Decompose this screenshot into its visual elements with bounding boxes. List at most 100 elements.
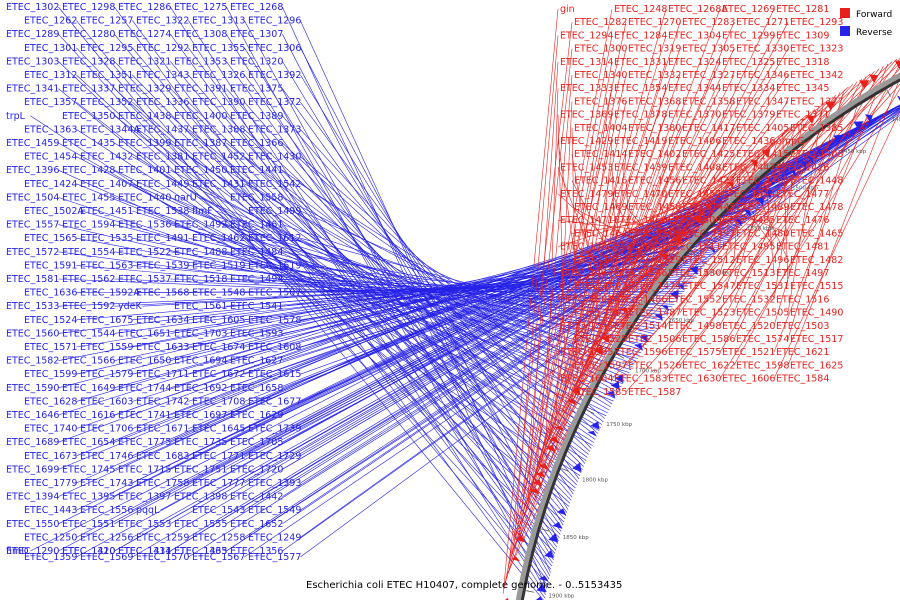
gene-label[interactable]: ETEC_1711 bbox=[136, 369, 189, 380]
gene-label[interactable]: ETEC_1587 bbox=[628, 387, 681, 398]
gene-label[interactable]: ETEC_1407 bbox=[80, 179, 133, 190]
gene-label[interactable]: ETEC_1402 bbox=[628, 149, 681, 160]
gene-label[interactable]: ETEC_1498 bbox=[668, 321, 721, 332]
gene-label[interactable]: ETEC_1394 bbox=[6, 492, 59, 503]
gene-label[interactable]: ETEC_1503 bbox=[776, 321, 829, 332]
gene-label[interactable]: ETEC_1457 bbox=[668, 189, 721, 200]
gene-label[interactable]: ETEC_1455 bbox=[62, 192, 115, 203]
gene-label[interactable]: ETEC_1629 bbox=[230, 410, 283, 421]
gene-label[interactable]: ETEC_1334 bbox=[722, 83, 775, 94]
gene-label[interactable]: ETEC_1539 bbox=[136, 260, 189, 271]
gene-label[interactable]: ETEC_1461 bbox=[230, 220, 283, 231]
gene-label[interactable]: ETEC_1313 bbox=[192, 16, 245, 27]
gene-label[interactable]: ETEC_1320 bbox=[230, 56, 283, 67]
gene-label[interactable]: ETEC_1404 bbox=[574, 123, 627, 134]
gene-labels[interactable]: ETEC_1302 ETEC_1298 ETEC_1286 ETEC_1275 ETEC… bbox=[6, 2, 843, 563]
gene-label[interactable]: ETEC_1561 bbox=[174, 301, 227, 312]
gene-label[interactable]: ETEC_1677 bbox=[248, 396, 301, 407]
gene-label[interactable]: ETEC_1645 bbox=[192, 424, 245, 435]
gene-label[interactable]: ETEC_1440 bbox=[118, 192, 171, 203]
gene-label[interactable]: ETEC_1556 bbox=[80, 505, 133, 516]
gene-label[interactable]: ETEC_1544 bbox=[62, 328, 115, 339]
gene-label[interactable]: ETEC_1541 bbox=[230, 301, 283, 312]
gene-label[interactable]: ETEC_1310 bbox=[62, 546, 115, 557]
gene-label[interactable]: ETEC_1280 bbox=[62, 29, 115, 40]
gene-label[interactable]: ETEC_1592A bbox=[80, 288, 140, 299]
gene-label[interactable]: ETEC_1447 bbox=[722, 162, 775, 173]
gene-label[interactable]: ETEC_1434 bbox=[118, 546, 171, 557]
gene-label[interactable]: ETEC_1621 bbox=[776, 347, 829, 358]
gene-label[interactable]: ETEC_1342 bbox=[790, 70, 843, 81]
gene-label[interactable]: ETEC_1542 bbox=[248, 179, 301, 190]
gene-label[interactable]: ETEC_1591 bbox=[24, 260, 77, 271]
gene-label[interactable]: ETEC_1586 bbox=[682, 334, 735, 345]
gene-label[interactable]: ETEC_1746 bbox=[80, 451, 133, 462]
gene-label[interactable]: ETEC_1502A bbox=[24, 206, 84, 217]
gene-label[interactable]: ETEC_1319 bbox=[628, 44, 681, 55]
gene-label[interactable]: ETEC_1295 bbox=[80, 43, 133, 54]
gene-label[interactable]: ETEC_1249 bbox=[248, 532, 301, 543]
gene-label[interactable]: ETEC_1460 bbox=[614, 215, 667, 226]
gene-label[interactable]: ETEC_1438 bbox=[118, 111, 171, 122]
gene-label[interactable]: ETEC_1512 bbox=[682, 255, 735, 266]
gene-label[interactable]: ETEC_1256 bbox=[80, 532, 133, 543]
gene-label[interactable]: ETEC_1344A bbox=[80, 124, 140, 135]
gene-label[interactable]: ETEC_1333 bbox=[560, 83, 613, 94]
gene-label[interactable]: ETEC_1636 bbox=[24, 288, 77, 299]
gene-label[interactable]: ETEC_1325 bbox=[722, 57, 775, 68]
gene-label[interactable]: ETEC_1393 bbox=[248, 478, 301, 489]
gene-label[interactable]: ETEC_1555 bbox=[174, 519, 227, 530]
gene-label[interactable]: ETEC_1500 bbox=[668, 215, 721, 226]
gene-label[interactable]: ETEC_1358 bbox=[682, 96, 735, 107]
gene-label[interactable]: ETEC_1353 bbox=[174, 56, 227, 67]
gene-label[interactable]: ETEC_1575 bbox=[668, 347, 721, 358]
gene-label[interactable]: ETEC_1379 bbox=[722, 110, 775, 121]
gene-label[interactable]: ETEC_1777 bbox=[192, 478, 245, 489]
gene-label[interactable]: ETEC_1448 bbox=[790, 176, 843, 187]
gene-label[interactable]: ETEC_1522 bbox=[118, 247, 171, 258]
gene-label[interactable]: ETEC_1675 bbox=[80, 315, 133, 326]
gene-label[interactable]: ETEC_1257 bbox=[80, 16, 133, 27]
gene-label[interactable]: ETEC_1259 bbox=[136, 532, 189, 543]
gene-label[interactable]: ETEC_1558 bbox=[230, 192, 283, 203]
gene-label[interactable]: ETEC_1248 bbox=[614, 4, 667, 15]
gene-label[interactable]: ETEC_1395 bbox=[62, 492, 115, 503]
gene-label[interactable]: ETEC_1314 bbox=[560, 57, 613, 68]
gene-label[interactable]: ETEC_1483 bbox=[574, 281, 627, 292]
gene-label[interactable]: ETEC_1332 bbox=[628, 70, 681, 81]
gene-label[interactable]: ETEC_1350 bbox=[62, 111, 115, 122]
gene-label[interactable]: ETEC_1376 bbox=[574, 96, 627, 107]
gene-label[interactable]: ETEC_1308 bbox=[174, 29, 227, 40]
gene-label[interactable]: ETEC_1309 bbox=[776, 30, 829, 41]
gene-label[interactable]: ETEC_1532 bbox=[722, 294, 775, 305]
gene-label[interactable]: ETEC_1538 bbox=[136, 206, 189, 217]
gene-label[interactable]: ETEC_1524 bbox=[24, 315, 77, 326]
gene-label[interactable]: ETEC_1590 bbox=[6, 383, 59, 394]
gene-label[interactable]: ETEC_1425 bbox=[682, 149, 735, 160]
gene-label[interactable]: ETEC_1599 bbox=[24, 369, 77, 380]
gene-label[interactable]: ETEC_1568 bbox=[136, 288, 189, 299]
gene-label[interactable]: ETEC_1549 bbox=[248, 505, 301, 516]
gene-label[interactable]: ETEC_1469 bbox=[574, 202, 627, 213]
gene-label[interactable]: ETEC_1258 bbox=[192, 532, 245, 543]
gene-label[interactable]: ETEC_1689 bbox=[6, 437, 59, 448]
gene-label[interactable]: ETEC_1528 bbox=[614, 242, 667, 253]
gene-label[interactable]: ETEC_1459 bbox=[6, 138, 59, 149]
gene-label[interactable]: ETEC_1654 bbox=[62, 437, 115, 448]
gene-label[interactable]: ETEC_1530 bbox=[668, 268, 721, 279]
gene-label[interactable]: ETEC_1633 bbox=[136, 342, 189, 353]
gene-label[interactable]: ETEC_1504 bbox=[6, 192, 59, 203]
gene-label[interactable]: ETEC_1454 bbox=[24, 152, 77, 163]
gene-label[interactable]: ETEC_1775 bbox=[118, 437, 171, 448]
gene-label[interactable]: ETEC_1304 bbox=[668, 30, 721, 41]
gene-label[interactable]: ETEC_1380 bbox=[628, 123, 681, 134]
gene-label[interactable]: ETEC_1465 bbox=[790, 228, 843, 239]
gene-label[interactable]: ETEC_1303 bbox=[6, 56, 59, 67]
gene-label[interactable]: ETEC_1419 bbox=[614, 136, 667, 147]
gene-label[interactable]: ETEC_1299 bbox=[722, 30, 775, 41]
gene-label[interactable]: ETEC_1533 bbox=[6, 301, 59, 312]
gene-label[interactable]: ETEC_1284 bbox=[614, 30, 667, 41]
gene-label[interactable]: ETEC_1426 bbox=[776, 162, 829, 173]
gene-label[interactable]: ETEC_1365 bbox=[174, 546, 227, 557]
gene-label[interactable]: ETEC_1672 bbox=[192, 369, 245, 380]
